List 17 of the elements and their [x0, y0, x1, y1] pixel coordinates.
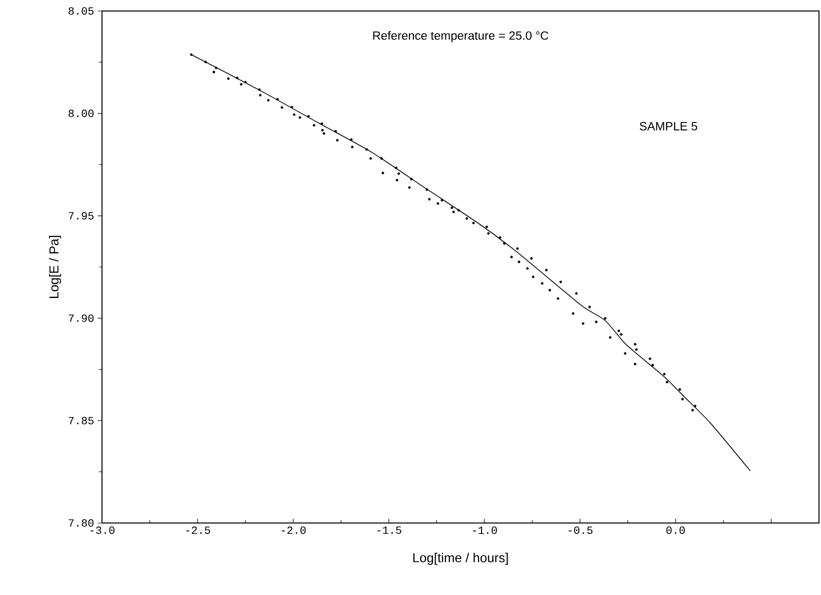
x-tick-label: -2.5 [186, 526, 210, 534]
y-tick-label: 7.95 [68, 212, 94, 220]
y-tick-label: 8.05 [68, 7, 94, 15]
y-tick-label: 8.00 [68, 110, 94, 118]
x-tick-label: -3.0 [90, 526, 114, 534]
y-tick-label: 7.90 [68, 314, 94, 322]
x-tick-label: 0.0 [666, 526, 685, 534]
x-tick-label: -1.0 [473, 526, 497, 534]
y-axis-title: Log[E / Pa] [49, 236, 62, 298]
y-tick-label: 7.85 [68, 416, 94, 424]
x-tick-label: -2.0 [282, 526, 306, 534]
annotation: SAMPLE 5 [640, 122, 698, 130]
x-tick-label: -1.5 [377, 526, 402, 534]
annotation: Reference temperature = 25.0 °C [373, 31, 548, 42]
x-axis-title: Log[time / hours] [413, 552, 508, 565]
x-tick-label: -0.5 [568, 526, 592, 534]
y-tick-label: 7.80 [68, 519, 94, 527]
